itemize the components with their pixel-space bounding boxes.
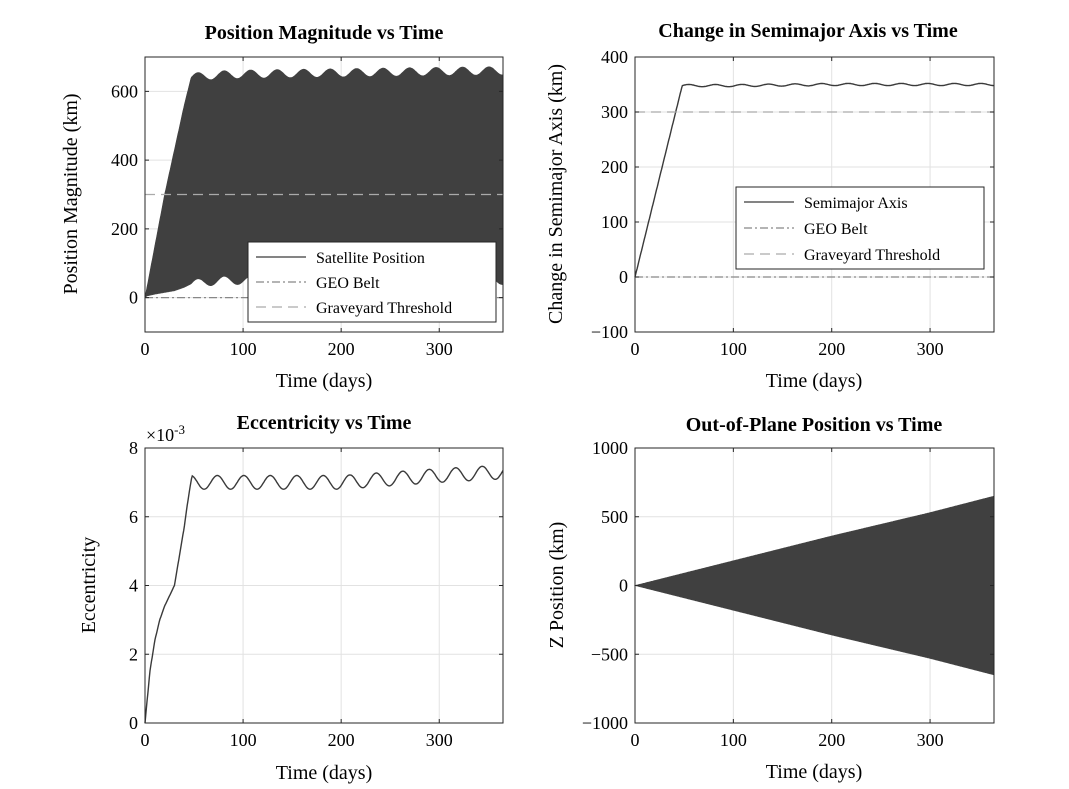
y-tick-label: 600 [111, 81, 138, 101]
chart-title: Out-of-Plane Position vs Time [686, 414, 943, 436]
y-tick-label: −100 [591, 322, 628, 342]
chart-title: Position Magnitude vs Time [205, 22, 444, 44]
y-tick-label: 0 [619, 576, 628, 596]
x-tick-label: 0 [141, 730, 150, 750]
axes-box [634, 56, 995, 333]
legend-label-graveyard-threshold: Graveyard Threshold [804, 247, 940, 264]
y-tick-label: 6 [129, 507, 138, 527]
plot-area: 0 100 200 300 −1000 −500 0 500 1000 [582, 438, 995, 750]
chart-title: Eccentricity vs Time [237, 412, 412, 434]
y-tick-label: −500 [591, 644, 628, 664]
y-tick-label: 1000 [592, 438, 628, 458]
y-tick-label: 2 [129, 644, 138, 664]
legend-label-geo-belt: GEO Belt [804, 221, 868, 238]
y-tick-label: 0 [129, 288, 138, 308]
exponent-label: ×10-3 [146, 422, 185, 445]
chart-title: Change in Semimajor Axis vs Time [658, 20, 958, 42]
legend-label-satellite-position: Satellite Position [316, 250, 425, 267]
y-tick-label: 0 [129, 713, 138, 733]
x-tick-label: 100 [230, 339, 257, 359]
x-tick-label: 300 [917, 730, 944, 750]
panel-out-of-plane: Out-of-Plane Position vs Time Time (days… [546, 414, 995, 783]
legend: Semimajor Axis GEO Belt Graveyard Thresh… [735, 186, 985, 270]
y-tick-label: −1000 [582, 713, 628, 733]
y-axis-label: Z Position (km) [546, 522, 568, 649]
y-tick-label: 0 [619, 267, 628, 287]
y-tick-label: 200 [601, 157, 628, 177]
x-tick-label: 200 [328, 730, 355, 750]
x-tick-label: 0 [631, 730, 640, 750]
legend-label-graveyard-threshold: Graveyard Threshold [316, 300, 452, 317]
series-line [144, 465, 504, 724]
x-tick-label: 200 [818, 730, 845, 750]
y-axis-label: Position Magnitude (km) [60, 93, 82, 294]
y-axis-label: Eccentricity [78, 537, 100, 634]
y-tick-label: 400 [111, 150, 138, 170]
x-tick-label: 100 [720, 730, 747, 750]
x-tick-label: 200 [818, 339, 845, 359]
x-tick-label: 300 [426, 339, 453, 359]
y-tick-label: 8 [129, 438, 138, 458]
x-tick-label: 300 [426, 730, 453, 750]
legend: Satellite Position GEO Belt Graveyard Th… [247, 241, 497, 323]
y-tick-label: 100 [601, 212, 628, 232]
panel-position-magnitude: Position Magnitude vs Time Time (days) P… [60, 22, 504, 392]
x-tick-label: 100 [230, 730, 257, 750]
x-tick-label: 0 [141, 339, 150, 359]
x-tick-label: 300 [917, 339, 944, 359]
x-axis-label: Time (days) [276, 370, 372, 392]
y-tick-label: 400 [601, 47, 628, 67]
legend-label-geo-belt: GEO Belt [316, 275, 380, 292]
plot-area: 0 100 200 300 0 2 4 6 8 [129, 438, 504, 750]
x-tick-label: 100 [720, 339, 747, 359]
x-tick-label: 0 [631, 339, 640, 359]
plot-area: 0 100 200 300 0 200 400 600 [111, 56, 504, 359]
panel-eccentricity: Eccentricity vs Time Time (days) Eccentr… [78, 412, 504, 784]
x-axis-label: Time (days) [766, 370, 862, 392]
series-line [634, 82, 994, 278]
axes-box [144, 56, 504, 333]
y-tick-label: 500 [601, 507, 628, 527]
y-tick-label: 4 [129, 576, 138, 596]
legend-label-semimajor-axis: Semimajor Axis [804, 195, 908, 212]
panel-semimajor-axis: Change in Semimajor Axis vs Time Time (d… [545, 20, 995, 392]
x-tick-label: 200 [328, 339, 355, 359]
y-axis-label: Change in Semimajor Axis (km) [545, 64, 567, 324]
y-tick-label: 300 [601, 102, 628, 122]
y-tick-label: 200 [111, 219, 138, 239]
x-axis-label: Time (days) [766, 761, 862, 783]
x-axis-label: Time (days) [276, 762, 372, 784]
